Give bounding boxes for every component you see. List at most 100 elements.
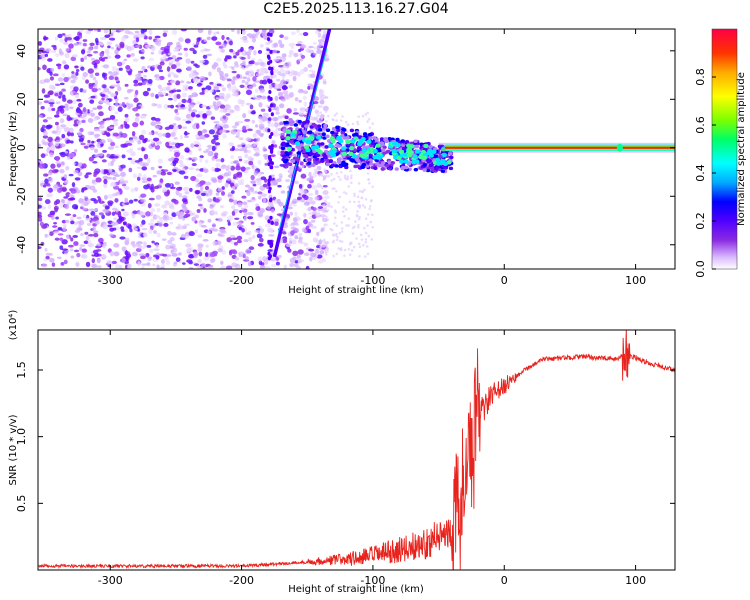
- noise-blob: [130, 241, 135, 246]
- noise-blob: [290, 69, 296, 75]
- noise-blob: [38, 211, 42, 216]
- noise-blob: [265, 265, 271, 269]
- noise-blob: [162, 186, 169, 192]
- noise-blob: [313, 168, 320, 173]
- noise-blob: [45, 124, 52, 130]
- noise-blob: [47, 187, 54, 193]
- noise-blob: [285, 79, 290, 82]
- noise-blob: [245, 144, 252, 149]
- noise-blob: [346, 175, 350, 178]
- noise-blob: [154, 144, 161, 150]
- noise-blob: [125, 65, 131, 70]
- snr-y-tick-label: 1.0: [15, 428, 28, 446]
- noise-blob: [234, 257, 240, 261]
- noise-blob: [38, 114, 43, 118]
- noise-blob: [225, 105, 232, 110]
- noise-blob: [339, 119, 343, 122]
- noise-blob: [272, 49, 277, 54]
- noise-blob: [232, 76, 237, 81]
- noise-blob: [110, 46, 115, 50]
- cluster-blob: [385, 149, 391, 154]
- noise-blob: [218, 92, 225, 98]
- noise-blob: [94, 148, 98, 153]
- noise-blob: [367, 178, 370, 181]
- noise-blob: [137, 147, 142, 151]
- noise-blob: [232, 176, 237, 180]
- noise-blob: [103, 178, 108, 185]
- noise-blob: [229, 234, 236, 238]
- noise-blob: [98, 212, 104, 216]
- noise-blob: [280, 190, 286, 194]
- cluster-blob: [337, 160, 342, 164]
- noise-blob: [250, 180, 257, 184]
- noise-blob: [51, 44, 57, 48]
- noise-blob: [134, 160, 141, 163]
- spectrogram-x-tick-label: 0: [501, 274, 508, 287]
- noise-blob: [44, 178, 49, 184]
- noise-blob: [214, 198, 220, 203]
- noise-blob: [83, 55, 88, 61]
- noise-blob: [274, 83, 279, 89]
- noise-blob: [226, 78, 232, 82]
- noise-blob: [155, 244, 159, 248]
- noise-blob: [107, 168, 113, 173]
- noise-blob: [173, 199, 179, 205]
- noise-blob: [41, 264, 48, 268]
- cluster-blob: [368, 158, 373, 162]
- noise-blob: [135, 37, 140, 43]
- noise-blob: [239, 210, 243, 214]
- noise-blob: [184, 130, 188, 136]
- noise-blob: [74, 35, 80, 42]
- noise-blob: [290, 222, 296, 226]
- noise-blob: [43, 94, 51, 98]
- noise-blob: [363, 188, 366, 192]
- noise-blob: [59, 237, 64, 242]
- noise-blob: [63, 64, 70, 70]
- noise-blob: [83, 145, 89, 149]
- noise-blob: [156, 170, 162, 175]
- noise-blob: [246, 190, 251, 197]
- noise-blob: [273, 165, 280, 169]
- noise-blob: [200, 225, 207, 228]
- noise-blob: [150, 218, 155, 223]
- snr-x-axis-label: Height of straight line (km): [288, 584, 424, 595]
- cluster-blob: [395, 137, 400, 142]
- noise-blob: [131, 45, 135, 51]
- noise-blob: [226, 37, 230, 40]
- noise-blob: [346, 123, 350, 127]
- noise-blob: [215, 41, 222, 46]
- noise-blob: [279, 163, 286, 167]
- noise-blob: [298, 184, 303, 189]
- noise-blob: [141, 129, 147, 135]
- noise-blob: [181, 126, 188, 129]
- noise-blob: [40, 241, 45, 246]
- noise-blob: [252, 95, 258, 99]
- noise-blob: [292, 112, 300, 115]
- noise-blob: [180, 233, 186, 239]
- cluster-highlight: [391, 148, 398, 154]
- noise-blob: [333, 113, 337, 117]
- noise-blob: [216, 100, 222, 107]
- spectrogram-frame: [37, 28, 676, 270]
- cluster-blob: [302, 130, 308, 135]
- noise-blob: [279, 34, 284, 38]
- noise-blob: [282, 65, 288, 69]
- cluster-highlight: [294, 141, 301, 146]
- cluster-highlight: [375, 143, 381, 148]
- noise-blob: [74, 177, 81, 181]
- noise-blob: [146, 177, 152, 182]
- noise-blob: [204, 48, 211, 52]
- noise-blob: [162, 215, 167, 221]
- noise-blob: [113, 243, 120, 248]
- noise-blob: [79, 198, 86, 204]
- noise-blob: [197, 130, 203, 137]
- noise-blob: [68, 43, 74, 49]
- noise-blob: [107, 146, 115, 150]
- noise-blob: [195, 123, 200, 129]
- noise-blob: [90, 210, 96, 216]
- noise-blob: [60, 261, 65, 266]
- noise-blob: [50, 67, 55, 73]
- noise-blob: [113, 121, 119, 127]
- cluster-blob: [350, 143, 355, 147]
- noise-blob: [90, 95, 96, 99]
